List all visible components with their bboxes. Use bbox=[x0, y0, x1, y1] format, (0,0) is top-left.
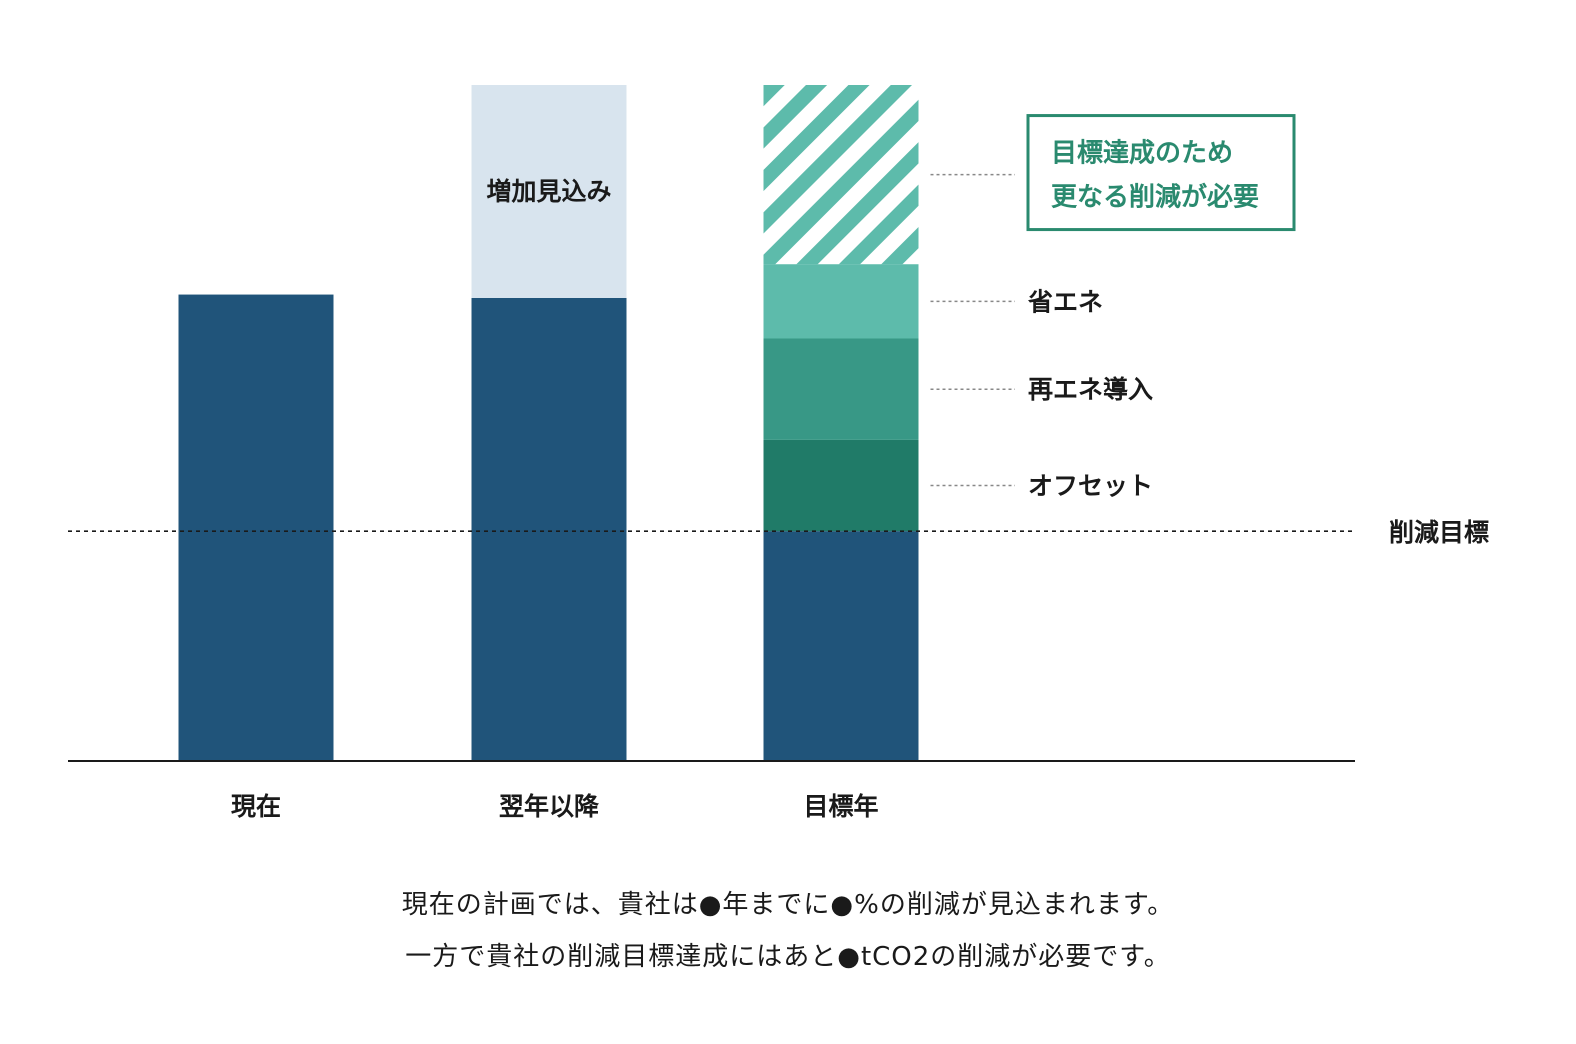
segment-label-renewable: 再エネ導入 bbox=[1028, 375, 1153, 404]
category-label-0: 現在 bbox=[231, 792, 281, 821]
segment-label-offset: オフセット bbox=[1028, 472, 1153, 501]
caption-line-1: 現在の計画では、貴社は●年までに●%の削減が見込まれます。 bbox=[401, 890, 1175, 920]
bar-segment-additional-2 bbox=[763, 85, 919, 265]
category-label-1: 翌年以降 bbox=[499, 792, 600, 821]
bar-segment-base-2 bbox=[763, 531, 919, 761]
bar-inline-label-increase: 増加見込み bbox=[486, 177, 611, 206]
bar-segment-base-1 bbox=[471, 297, 627, 761]
bars-layer bbox=[178, 85, 919, 761]
bar-segment-offset-2 bbox=[763, 439, 919, 532]
caption-line-2: 一方で貴社の削減目標達成にはあと●tCO2の削減が必要です。 bbox=[405, 942, 1171, 972]
category-label-2: 目標年 bbox=[803, 792, 878, 821]
bar-segment-renewable-2 bbox=[763, 338, 919, 440]
segment-label-energy_saving: 省エネ bbox=[1027, 287, 1103, 316]
callout-box: 目標達成のため 更なる削減が必要 bbox=[1026, 114, 1296, 232]
target-label: 削減目標 bbox=[1389, 518, 1489, 547]
callout-line-1: 目標達成のため bbox=[1051, 139, 1233, 169]
callout-line-2: 更なる削減が必要 bbox=[1051, 182, 1259, 213]
bar-segment-base-0 bbox=[178, 294, 334, 761]
callout-border bbox=[1026, 114, 1296, 232]
bar-segment-energy_saving-2 bbox=[763, 264, 919, 339]
bar-segment-increase-1 bbox=[471, 85, 627, 298]
